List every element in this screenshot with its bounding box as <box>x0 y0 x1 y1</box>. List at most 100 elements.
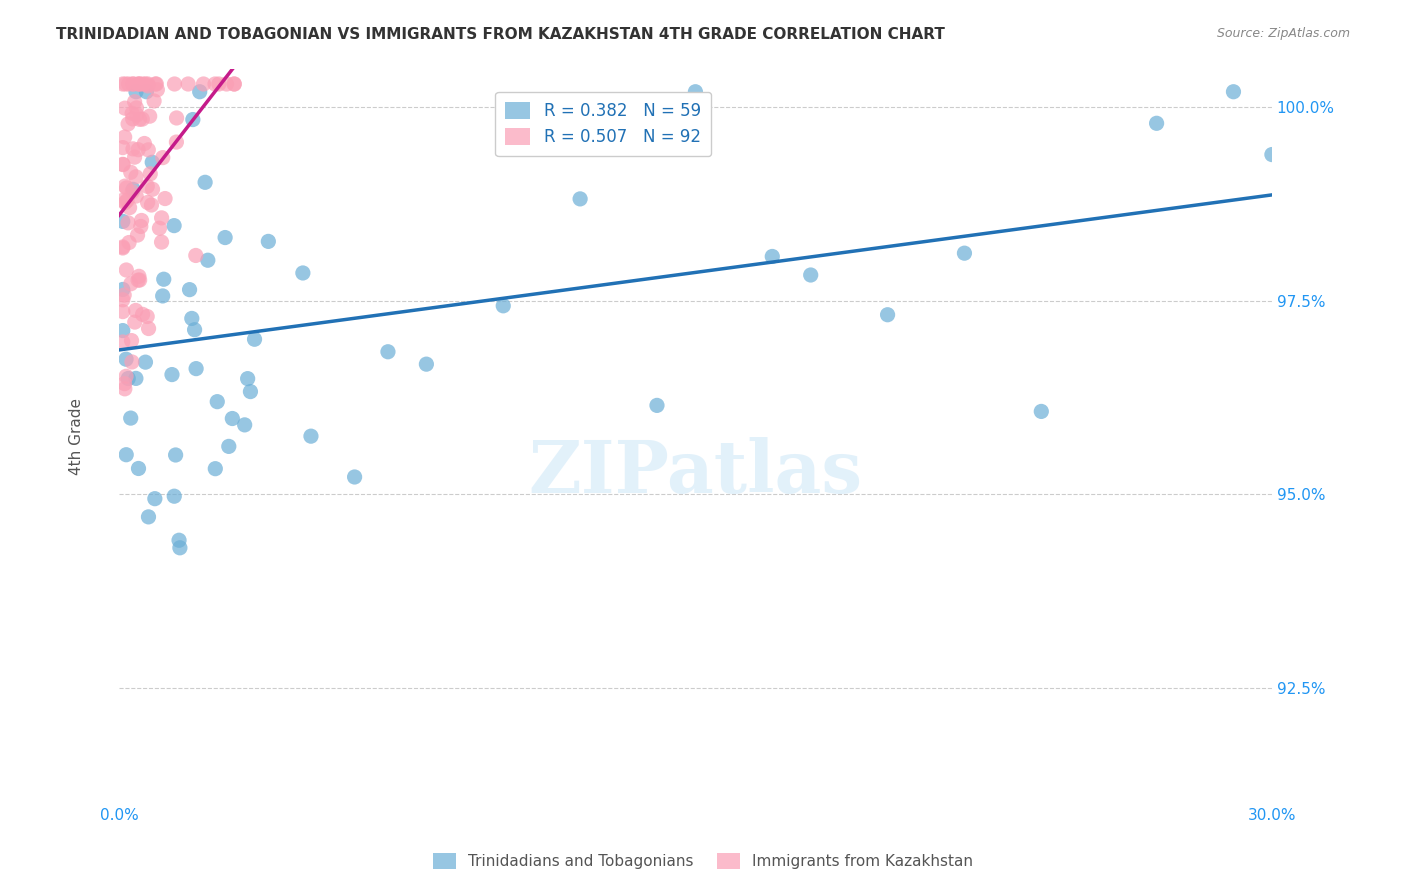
Point <box>114 376 136 391</box>
Point <box>129 77 152 91</box>
Point <box>136 78 159 93</box>
Point <box>111 293 134 307</box>
Point <box>146 83 169 97</box>
Point <box>115 448 138 462</box>
Point <box>118 201 141 215</box>
Point <box>127 77 149 91</box>
Point <box>121 185 143 199</box>
Point <box>188 85 211 99</box>
Point <box>135 85 157 99</box>
Point <box>127 273 149 287</box>
Point <box>243 332 266 346</box>
Point <box>233 417 256 432</box>
Point <box>207 394 229 409</box>
Point <box>1261 147 1284 161</box>
Point <box>204 77 226 91</box>
Point <box>152 289 174 303</box>
Point <box>377 344 399 359</box>
Point <box>111 214 134 228</box>
Point <box>299 429 322 443</box>
Point <box>115 194 138 208</box>
Point <box>111 304 134 318</box>
Point <box>117 371 139 385</box>
Point <box>128 77 150 91</box>
Point <box>1146 116 1168 130</box>
Point <box>291 266 314 280</box>
Point <box>127 228 149 243</box>
Point <box>145 77 167 91</box>
Point <box>122 142 145 156</box>
Point <box>125 189 148 203</box>
Point <box>111 240 134 254</box>
Point <box>120 277 142 291</box>
Point <box>181 112 204 127</box>
Point <box>876 308 898 322</box>
Point <box>193 77 215 91</box>
Point <box>111 157 134 171</box>
Point <box>114 179 136 194</box>
Point <box>115 181 138 195</box>
Point <box>131 213 153 227</box>
Point <box>124 150 146 164</box>
Point <box>569 192 592 206</box>
Point <box>136 195 159 210</box>
Point <box>114 195 136 210</box>
Point <box>141 155 163 169</box>
Point <box>134 355 156 369</box>
Point <box>953 246 976 260</box>
Point <box>184 361 207 376</box>
Point <box>685 85 707 99</box>
Point <box>1222 85 1244 99</box>
Legend: Trinidadians and Tobagonians, Immigrants from Kazakhstan: Trinidadians and Tobagonians, Immigrants… <box>427 847 979 875</box>
Point <box>143 94 166 108</box>
Point <box>120 165 142 179</box>
Point <box>114 77 136 91</box>
Point <box>800 268 823 282</box>
Point <box>122 182 145 196</box>
Point <box>152 272 174 286</box>
Point <box>343 470 366 484</box>
Point <box>115 352 138 367</box>
Point <box>128 269 150 284</box>
Point <box>215 77 238 91</box>
Point <box>128 112 150 127</box>
Point <box>111 194 134 208</box>
Point <box>138 109 160 123</box>
Point <box>169 541 191 555</box>
Point <box>121 112 143 126</box>
Point <box>115 369 138 384</box>
Point <box>111 140 134 154</box>
Point <box>152 151 174 165</box>
Point <box>135 77 157 91</box>
Point <box>131 112 153 127</box>
Point <box>122 77 145 91</box>
Point <box>221 411 243 425</box>
Point <box>143 491 166 506</box>
Point <box>224 77 246 91</box>
Point <box>180 311 202 326</box>
Point <box>111 77 134 91</box>
Point <box>163 489 186 503</box>
Point <box>145 77 167 91</box>
Point <box>127 143 149 157</box>
Legend: R = 0.382   N = 59, R = 0.507   N = 92: R = 0.382 N = 59, R = 0.507 N = 92 <box>495 92 711 156</box>
Point <box>117 77 139 91</box>
Point <box>214 230 236 244</box>
Point <box>141 198 163 212</box>
Point <box>120 411 142 425</box>
Point <box>136 310 159 324</box>
Point <box>128 461 150 475</box>
Point <box>224 77 246 91</box>
Point <box>118 235 141 250</box>
Point <box>114 382 136 396</box>
Point <box>1031 404 1053 418</box>
Point <box>125 169 148 184</box>
Point <box>134 136 156 151</box>
Point <box>121 106 143 120</box>
Point <box>257 235 280 249</box>
Text: Source: ZipAtlas.com: Source: ZipAtlas.com <box>1216 27 1350 40</box>
Point <box>128 273 150 287</box>
Point <box>163 219 186 233</box>
Point <box>415 357 437 371</box>
Point <box>150 211 173 225</box>
